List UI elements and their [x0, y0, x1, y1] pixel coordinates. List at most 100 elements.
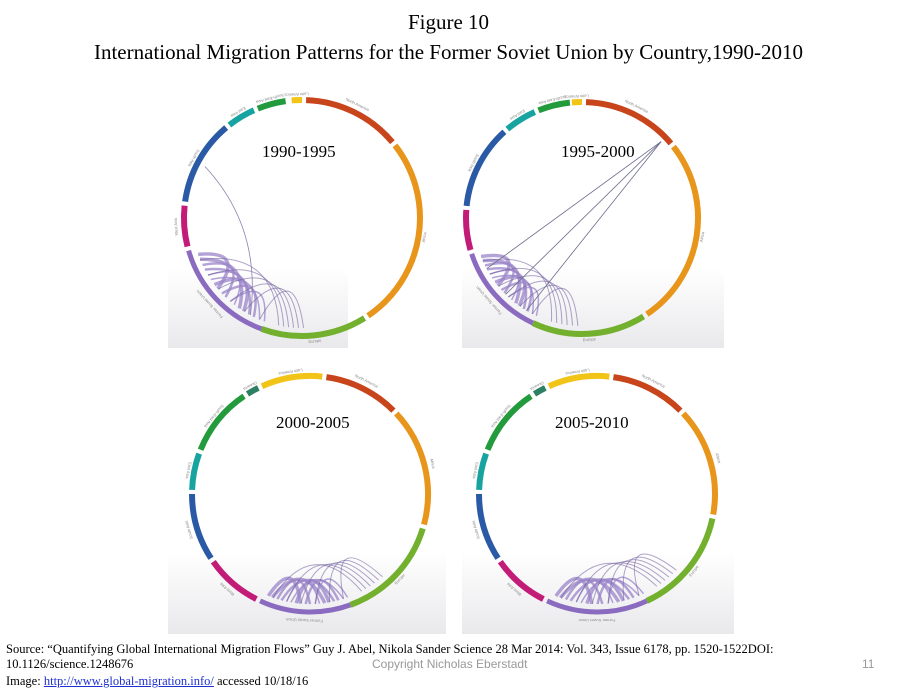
chord-flow — [480, 253, 511, 287]
region-segment — [475, 493, 501, 560]
region-segment — [463, 209, 474, 251]
region-label: Latin America — [564, 94, 589, 100]
region-segment — [227, 107, 256, 128]
chord-flow — [486, 141, 662, 270]
chord-flow — [580, 578, 640, 604]
chord-flow — [526, 141, 662, 311]
region-segment — [476, 452, 489, 491]
region-segment — [612, 374, 683, 413]
chord-flow — [633, 553, 677, 596]
chord-flow — [622, 556, 674, 601]
region-segment — [182, 125, 229, 203]
chord-flow — [329, 560, 379, 603]
region-label: East Asia — [185, 462, 193, 480]
copyright-notice: Copyright Nicholas Eberstadt — [372, 657, 528, 671]
region-segment — [585, 99, 674, 146]
region-label: South-East Asia — [537, 94, 567, 106]
chord-flow — [204, 166, 253, 316]
region-segment — [645, 144, 702, 317]
source-citation: Source: “Quantifying Global Internationa… — [6, 642, 774, 671]
region-segment — [469, 253, 535, 326]
chord-flow — [554, 576, 594, 605]
chord-flow — [491, 274, 534, 315]
region-label: Africa — [421, 231, 428, 243]
chord-flows — [266, 557, 383, 605]
region-segment — [256, 98, 287, 112]
chord-flow — [243, 287, 300, 329]
chord-flow — [519, 284, 573, 326]
region-segment — [349, 527, 426, 608]
region-label: Europe — [308, 338, 322, 344]
region-segment — [259, 598, 352, 615]
chord-flow — [531, 287, 579, 326]
region-label: Africa — [714, 452, 722, 464]
image-credit-link[interactable]: http://www.global-migration.info/ — [43, 674, 214, 688]
region-segment — [260, 315, 367, 339]
chord-flow — [340, 557, 383, 599]
region-segment — [532, 385, 547, 397]
chord-flow — [200, 258, 280, 326]
region-segment — [260, 373, 323, 389]
region-label: Africa — [699, 231, 706, 243]
chord-flow — [272, 564, 362, 598]
panel-1990-1995: North America Africa Europe Former Soviet U… — [168, 88, 758, 348]
period-label-1995-2000: 1995-2000 — [561, 142, 635, 161]
panel-2000-2005: North America Africa Europe Former Soviet U… — [168, 362, 446, 634]
region-segment — [505, 109, 537, 132]
chord-flow — [198, 252, 230, 290]
chord-flow — [505, 141, 662, 295]
region-segment — [531, 313, 646, 337]
panel-2005-2010: North America Africa Europe Former Soviet U… — [462, 362, 734, 634]
chord-flow — [266, 576, 303, 604]
image-credit-prefix: Image: — [6, 674, 44, 688]
chord-flow — [210, 276, 261, 320]
figure-title: Figure 10 — [407, 10, 490, 34]
period-label-2000-2005: 2000-2005 — [276, 413, 350, 432]
region-label: Latin America — [565, 368, 590, 377]
region-segment — [189, 452, 202, 491]
region-segment — [484, 393, 533, 451]
chord-flow — [482, 258, 522, 304]
chord-flow — [259, 290, 305, 329]
chord-flow — [482, 258, 553, 322]
figure-subtitle: International Migration Patterns for the… — [93, 40, 804, 64]
period-label-1990-1995: 1990-1995 — [262, 142, 336, 161]
chord-flow — [271, 577, 327, 604]
region-label: Latin America — [278, 368, 303, 377]
region-segment — [210, 559, 258, 602]
region-segment — [325, 374, 396, 413]
region-segment — [188, 493, 214, 560]
chord-flow — [199, 257, 244, 309]
region-segment — [181, 205, 191, 248]
chord-flow — [560, 562, 658, 599]
chord-flows — [554, 553, 677, 605]
region-label: Europe — [583, 336, 597, 342]
region-segment — [394, 411, 431, 526]
region-label: West Asia — [173, 217, 179, 236]
region-label: Africa — [429, 458, 437, 470]
region-segment — [645, 517, 716, 604]
region-label: East Asia — [472, 462, 480, 480]
chord-flows — [480, 141, 662, 326]
image-credit: Image: http://www.global-migration.info/… — [6, 674, 308, 689]
region-segment — [197, 393, 246, 451]
region-label: Latin America — [284, 92, 309, 98]
region-segment — [305, 97, 395, 145]
image-credit-suffix: accessed 10/18/16 — [213, 674, 309, 688]
region-segment — [186, 249, 263, 332]
region-label: Former Soviet Union — [286, 617, 323, 624]
region-segment — [546, 598, 648, 615]
region-label: South Asia — [470, 519, 480, 540]
region-label: Oceania — [529, 380, 545, 392]
region-segment — [497, 559, 545, 602]
region-segment — [463, 129, 507, 207]
slide-number: 11 — [862, 657, 875, 671]
chord-flow — [559, 577, 621, 603]
region-label: South Asia — [183, 519, 193, 540]
chord-flow — [290, 578, 345, 603]
